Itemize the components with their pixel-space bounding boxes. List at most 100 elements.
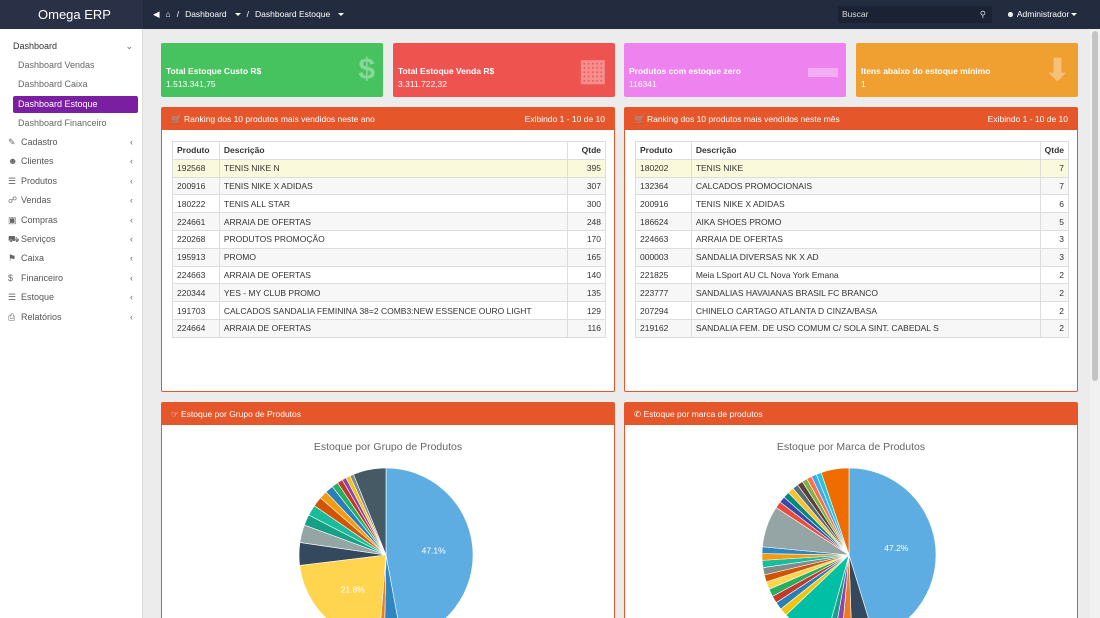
search-input[interactable]: Buscar ⚲ (838, 6, 992, 23)
sidebar-item-financeiro[interactable]: $ Financeiro ‹ (0, 269, 143, 287)
chevron-left-icon: ‹ (130, 195, 133, 205)
table-cell: 248 (567, 212, 606, 231)
column-header[interactable]: Qtde (1039, 141, 1070, 160)
table-cell: ARRAIA DE OFERTAS (218, 318, 569, 338)
table-cell: Meia LSport AU CL Nova York Emana (690, 265, 1041, 285)
user-name: Administrador (1016, 9, 1070, 19)
users-icon: ☻ (8, 156, 18, 166)
breadcrumb-dashboard-estoque[interactable]: Dashboard Estoque (255, 0, 345, 29)
pie-slice[interactable] (353, 467, 387, 556)
search-icon[interactable]: ⚲ (979, 9, 986, 19)
pie-slice[interactable] (385, 467, 474, 618)
table-cell: ARRAIA DE OFERTAS (218, 212, 569, 231)
sidebar-item-produtos[interactable]: ☰ Produtos ‹ (0, 172, 143, 190)
table-cell: 307 (567, 176, 606, 196)
table-row[interactable]: 191703 CALCADOS SANDALIA FEMININA 38=2 CO… (172, 301, 606, 320)
stat-title: Itens abaixo do estoque mínimo (861, 66, 991, 76)
column-header[interactable]: Produto (172, 141, 220, 160)
sidebar-item-cadastro[interactable]: ✎ Cadastro ‹ (0, 133, 143, 151)
table-cell: YES - MY CLUB PROMO (218, 283, 569, 303)
table-row[interactable]: 200916 TENIS NIKE X ADIDAS 307 (172, 176, 606, 196)
table-row[interactable]: 223777 SANDALIAS HAVAIANAS BRASIL FC BRAN… (635, 283, 1070, 303)
sidebar-item-compras[interactable]: ▣ Compras ‹ (0, 211, 143, 229)
stat-value: 3.311.722,32 (398, 79, 447, 89)
pie-slice[interactable] (384, 554, 401, 618)
table-header-row: Produto Descrição Qtde (635, 141, 1070, 160)
sidebar-sub-dashboard-vendas[interactable]: Dashboard Vendas (18, 60, 95, 70)
caret-down-icon (338, 13, 345, 17)
column-header[interactable]: Descrição (218, 141, 569, 160)
chevron-down-icon: ⌄ (125, 41, 133, 51)
column-header[interactable]: Produto (635, 141, 692, 160)
sidebar-item-dashboard[interactable]: Dashboard ⌄ (0, 37, 143, 55)
table-cell: 186624 (635, 212, 692, 231)
user-menu[interactable]: ☻ Administrador (1006, 0, 1078, 29)
pie-slice[interactable] (834, 554, 850, 618)
table-cell: 2 (1039, 283, 1070, 303)
table-row[interactable]: 195913 PROMO 165 (172, 247, 606, 267)
app-brand[interactable]: Omega ERP (0, 0, 143, 29)
table-cell: SANDALIA DIVERSAS NK X AD (690, 247, 1041, 267)
table-row[interactable]: 200916 TENIS NIKE X ADIDAS 6 (635, 194, 1070, 214)
pie-slice[interactable] (820, 467, 850, 556)
table-row[interactable]: 000003 SANDALIA DIVERSAS NK X AD 3 (635, 247, 1070, 267)
table-cell: 129 (567, 301, 606, 320)
sidebar-item-clientes[interactable]: ☻ Clientes ‹ (0, 152, 143, 170)
pie-slice[interactable] (848, 467, 937, 618)
sidebar-item-vendas[interactable]: ☍ Vendas ‹ (0, 191, 143, 209)
ranking-year-panel: 🛒 Ranking dos 10 produtos mais vendidos … (161, 107, 615, 392)
breadcrumb-dashboard[interactable]: Dashboard (185, 0, 241, 29)
pie-slice[interactable] (848, 554, 875, 618)
table-row[interactable]: 220268 PRODUTOS PROMOÇÃO 170 (172, 229, 606, 249)
table-row[interactable]: 192568 TENIS NIKE N 395 (172, 158, 606, 178)
table-row[interactable]: 132364 CALCADOS PROMOCIONAIS 7 (635, 176, 1070, 196)
table-cell: 7 (1039, 158, 1070, 178)
table-cell: 2 (1039, 265, 1070, 285)
page-scrollbar[interactable] (1090, 29, 1100, 618)
phone-icon: ✆ (634, 409, 642, 419)
panel-header: 🛒 Ranking dos 10 produtos mais vendidos … (162, 108, 614, 130)
stat-card-estoque-zero: Produtos com estoque zero 116341 ▬ (624, 43, 846, 97)
home-icon[interactable]: ⌂ (165, 9, 171, 19)
pagination-info: Exibindo 1 - 10 de 10 (987, 114, 1068, 124)
table-row[interactable]: 224661 ARRAIA DE OFERTAS 248 (172, 212, 606, 231)
table-cell: 116 (567, 318, 606, 338)
table-cell: CALCADOS PROMOCIONAIS (690, 176, 1041, 196)
table-cell: ARRAIA DE OFERTAS (690, 229, 1041, 249)
chevron-left-icon: ‹ (130, 273, 133, 283)
table-cell: CHINELO CARTAGO ATLANTA D CINZA/BASA (690, 301, 1041, 320)
table-cell: TENIS NIKE X ADIDAS (690, 194, 1041, 214)
collapse-sidebar-icon[interactable]: ◀ (153, 9, 160, 19)
chevron-left-icon: ‹ (130, 156, 133, 166)
breadcrumb-separator: / (246, 9, 250, 19)
table-row[interactable]: 180202 TENIS NIKE 7 (635, 158, 1070, 178)
table-row[interactable]: 224664 ARRAIA DE OFERTAS 116 (172, 318, 606, 338)
table-row[interactable]: 220344 YES - MY CLUB PROMO 135 (172, 283, 606, 303)
sidebar-item-estoque[interactable]: ☰ Estoque ‹ (0, 288, 143, 306)
scrollbar-thumb[interactable] (1092, 31, 1098, 381)
table-row[interactable]: 207294 CHINELO CARTAGO ATLANTA D CINZA/BA… (635, 301, 1070, 320)
table-row[interactable]: 180222 TENIS ALL STAR 300 (172, 194, 606, 214)
table-row[interactable]: 186624 AIKA SHOES PROMO 5 (635, 212, 1070, 231)
table-cell: 191703 (172, 301, 220, 320)
table-row[interactable]: 224663 ARRAIA DE OFERTAS 140 (172, 265, 606, 285)
table-row[interactable]: 221825 Meia LSport AU CL Nova York Emana 2 (635, 265, 1070, 285)
column-header[interactable]: Qtde (567, 141, 606, 160)
pie-slice[interactable] (841, 554, 852, 618)
column-header[interactable]: Descrição (690, 141, 1041, 160)
sidebar-item-servicos[interactable]: ⛟ Serviços ‹ (0, 230, 143, 248)
dollar-icon: $ (8, 273, 14, 283)
sidebar-sub-dashboard-financeiro[interactable]: Dashboard Financeiro (18, 118, 107, 128)
table-cell: 3 (1039, 247, 1070, 267)
group-chart-panel: ☞ Estoque por Grupo de Produtos Estoque … (161, 402, 615, 618)
table-row[interactable]: 219162 SANDALIA FEM. DE USO COMUM C/ SOLA… (635, 318, 1070, 338)
pagination-info: Exibindo 1 - 10 de 10 (524, 114, 605, 124)
table-header-row: Produto Descrição Qtde (172, 141, 606, 160)
table-cell: 195913 (172, 247, 220, 267)
sidebar-sub-dashboard-caixa[interactable]: Dashboard Caixa (18, 79, 88, 89)
table-row[interactable]: 224663 ARRAIA DE OFERTAS 3 (635, 229, 1070, 249)
table-cell: 170 (567, 229, 606, 249)
sidebar-item-relatorios[interactable]: ⎙ Relatórios ‹ (0, 308, 143, 326)
sidebar-item-caixa[interactable]: ⚑ Caixa ‹ (0, 249, 143, 267)
sidebar-sub-dashboard-estoque[interactable]: Dashboard Estoque (13, 96, 138, 113)
